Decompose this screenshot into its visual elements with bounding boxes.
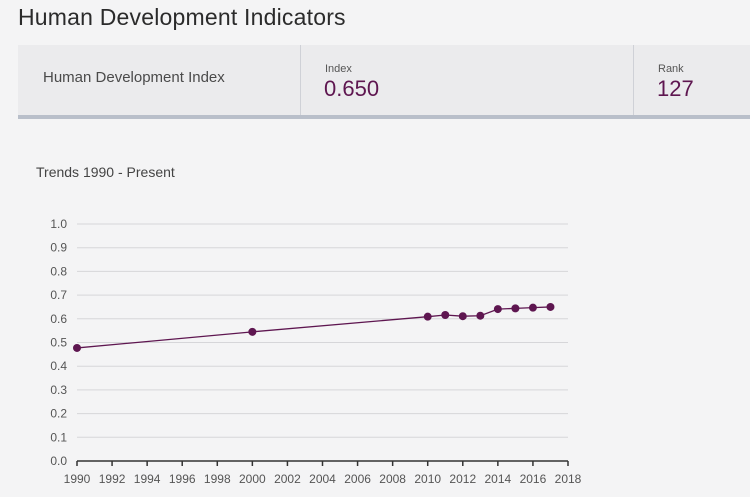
x-tick-label: 1996 xyxy=(169,472,196,486)
y-tick-label: 0.4 xyxy=(50,359,67,373)
x-tick-label: 2018 xyxy=(555,472,582,486)
x-tick-label: 2000 xyxy=(239,472,266,486)
series-layer xyxy=(73,302,555,352)
index-label: Index xyxy=(325,63,352,75)
data-point xyxy=(511,304,520,313)
indicator-label: Human Development Index xyxy=(43,69,225,86)
trend-chart: 0.00.10.20.30.40.50.60.70.80.91.0 1990 19… xyxy=(50,217,582,486)
y-tick-label: 0.0 xyxy=(50,454,67,468)
data-point xyxy=(441,311,450,320)
x-tick-label: 2010 xyxy=(414,472,441,486)
y-tick-label: 0.1 xyxy=(50,430,67,444)
x-tick-label: 2008 xyxy=(379,472,406,486)
x-tick-label: 2014 xyxy=(485,472,512,486)
y-tick-label: 0.6 xyxy=(50,312,67,326)
data-point xyxy=(476,311,485,320)
index-value: 0.650 xyxy=(324,76,380,101)
data-point xyxy=(248,327,257,336)
y-axis: 0.0 0.1 0.2 0.3 0.4 0.5 0.6 0.7 0.8 0.9 1.0 xyxy=(50,217,67,468)
summary-band: Human Development Index Index 0.650 Rank… xyxy=(18,45,750,119)
rank-label: Rank xyxy=(658,63,684,75)
y-tick-label: 0.8 xyxy=(50,264,67,278)
x-tick-label: 1990 xyxy=(64,472,91,486)
trends-label: Trends 1990 - Present xyxy=(36,164,175,180)
x-tick-label: 1992 xyxy=(99,472,126,486)
y-tick-label: 0.9 xyxy=(50,241,67,255)
data-point xyxy=(458,312,467,321)
y-tick-label: 0.3 xyxy=(50,383,67,397)
x-tick-label: 1998 xyxy=(204,472,231,486)
rank-value: 127 xyxy=(657,76,694,101)
y-tick-label: 0.7 xyxy=(50,288,67,302)
page-title: Human Development Indicators xyxy=(18,4,346,30)
x-tick-label: 2012 xyxy=(449,472,476,486)
rank-cell: Rank 127 xyxy=(633,45,750,115)
y-tick-label: 0.2 xyxy=(50,407,67,421)
x-axis: 1990 1992 1994 1996 1998 2000 2002 2004 2006 2008… xyxy=(64,460,582,486)
data-point xyxy=(546,302,555,311)
x-tick-label: 2006 xyxy=(344,472,371,486)
series-line xyxy=(76,306,551,349)
data-point xyxy=(423,312,432,321)
x-tick-label: 2004 xyxy=(309,472,336,486)
data-point xyxy=(73,343,81,352)
index-cell: Index 0.650 xyxy=(300,45,633,115)
y-tick-label: 0.5 xyxy=(50,336,67,350)
x-tick-label: 2016 xyxy=(520,472,547,486)
y-tick-label: 1.0 xyxy=(50,217,67,231)
x-tick-label: 1994 xyxy=(134,472,161,486)
x-tick-label: 2002 xyxy=(274,472,301,486)
data-point xyxy=(493,305,502,314)
data-point xyxy=(528,303,537,312)
indicator-cell: Human Development Index xyxy=(18,45,300,115)
grid-lines xyxy=(77,223,568,438)
